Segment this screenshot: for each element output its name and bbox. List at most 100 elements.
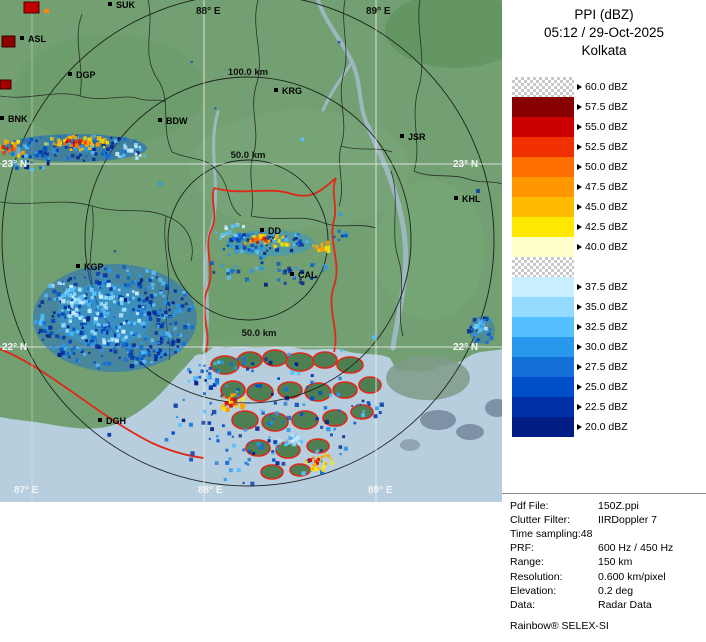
legend-swatch xyxy=(512,96,574,117)
legend-row: 30.0 dBZ xyxy=(512,336,706,357)
legend-swatch xyxy=(512,356,574,377)
station-label: ASL xyxy=(28,34,47,44)
station-marker xyxy=(400,134,404,138)
station-marker xyxy=(454,196,458,200)
legend-label: 40.0 dBZ xyxy=(577,241,628,253)
legend-label: 42.5 dBZ xyxy=(577,221,628,233)
legend-row: 57.5 dBZ xyxy=(512,96,706,117)
station-label: DGH xyxy=(106,416,126,426)
legend-row: 45.0 dBZ xyxy=(512,196,706,217)
brand-footer: Rainbow® SELEX-SI xyxy=(510,620,609,633)
grid-label: 88° E xyxy=(198,485,223,496)
legend-arrow-icon xyxy=(577,123,582,130)
grid-label: 89° E xyxy=(368,485,393,496)
radar-site-name: Kolkata xyxy=(581,43,627,59)
legend-row: 27.5 dBZ xyxy=(512,356,706,377)
product-title: PPI (dBZ) xyxy=(574,7,634,22)
legend-swatch xyxy=(512,216,574,237)
legend-row: 42.5 dBZ xyxy=(512,216,706,237)
metadata-row: Range: 150 km xyxy=(510,556,633,569)
legend-swatch xyxy=(512,416,574,437)
legend-arrow-icon xyxy=(577,223,582,230)
legend-arrow-icon xyxy=(577,423,582,430)
grid-labels: 88° E 89° E 23° N 22° N 23° N 22° N 87° E 88° E… xyxy=(2,6,478,496)
station-label: SUK xyxy=(116,0,136,10)
legend-row xyxy=(512,256,706,277)
legend-swatch xyxy=(512,156,574,177)
legend-swatch xyxy=(512,256,574,277)
grid-label: 23° N xyxy=(2,159,27,170)
station-marker xyxy=(158,118,162,122)
radar-map: 100.0 km 50.0 km 50.0 km 88° E 89° E 23° N 22… xyxy=(0,0,502,502)
legend-arrow-icon xyxy=(577,83,582,90)
legend-label: 30.0 dBZ xyxy=(577,341,628,353)
legend-row: 47.5 dBZ xyxy=(512,176,706,197)
dbz-color-legend: 60.0 dBZ 57.5 dBZ 55.0 dBZ 52.5 dBZ 50.0 dBZ… xyxy=(502,76,706,437)
legend-arrow-icon xyxy=(577,323,582,330)
station-label: BDW xyxy=(166,116,188,126)
legend-row: 50.0 dBZ xyxy=(512,156,706,177)
metadata-row: PRF: 600 Hz / 450 Hz xyxy=(510,542,674,555)
station-marker xyxy=(68,72,72,76)
range-ring-label: 50.0 km xyxy=(242,328,277,339)
product-datetime: 05:12 / 29-Oct-2025 xyxy=(543,25,665,41)
legend-label: 55.0 dBZ xyxy=(577,121,628,133)
grid-label: 89° E xyxy=(366,6,391,17)
red-boundaries xyxy=(0,177,338,459)
legend-label: 32.5 dBZ xyxy=(577,321,628,333)
grid-label: 87° E xyxy=(14,485,39,496)
latlon-grid xyxy=(0,0,502,502)
legend-swatch xyxy=(512,396,574,417)
legend-row: 55.0 dBZ xyxy=(512,116,706,137)
legend-label: 47.5 dBZ xyxy=(577,181,628,193)
legend-swatch xyxy=(512,176,574,197)
legend-row: 37.5 dBZ xyxy=(512,276,706,297)
grid-label: 88° E xyxy=(196,6,221,17)
legend-row: 35.0 dBZ xyxy=(512,296,706,317)
station-marker xyxy=(290,272,294,276)
station-marker xyxy=(20,36,24,40)
legend-row: 22.5 dBZ xyxy=(512,396,706,417)
legend-swatch xyxy=(512,236,574,257)
station-label: DD xyxy=(268,226,281,236)
legend-row: 25.0 dBZ xyxy=(512,376,706,397)
legend-label: 52.5 dBZ xyxy=(577,141,628,153)
station-marker xyxy=(76,264,80,268)
station-label: JSR xyxy=(408,132,426,142)
legend-swatch xyxy=(512,376,574,397)
legend-arrow-icon xyxy=(577,283,582,290)
legend-row: 60.0 dBZ xyxy=(512,76,706,97)
station-label: KRG xyxy=(282,86,302,96)
legend-arrow-icon xyxy=(577,363,582,370)
metadata-row: Elevation: 0.2 deg xyxy=(510,584,634,597)
legend-label: 37.5 dBZ xyxy=(577,281,628,293)
legend-arrow-icon xyxy=(577,383,582,390)
legend-label: 25.0 dBZ xyxy=(577,381,628,393)
metadata-row: Resolution: 0.600 km/pixel xyxy=(510,570,666,583)
station-label: KGP xyxy=(84,262,104,272)
legend-arrow-icon xyxy=(577,303,582,310)
grid-label: 22° N xyxy=(453,342,478,353)
legend-label: 45.0 dBZ xyxy=(577,201,628,213)
legend-label: 27.5 dBZ xyxy=(577,361,628,373)
legend-row: 20.0 dBZ xyxy=(512,416,706,437)
scan-metadata: Pdf File: 150Z.ppi Clutter Filter: IIRDoppl… xyxy=(502,492,706,613)
range-ring-label: 100.0 km xyxy=(228,67,268,78)
station-label: BNK xyxy=(8,114,28,124)
legend-arrow-icon xyxy=(577,183,582,190)
station-label: KHL xyxy=(462,194,481,204)
legend-arrow-icon xyxy=(577,203,582,210)
legend-arrow-icon xyxy=(577,103,582,110)
range-rings xyxy=(1,0,495,487)
legend-swatch xyxy=(512,276,574,297)
grid-label: 23° N xyxy=(453,159,478,170)
metadata-row: Data: Radar Data xyxy=(510,599,652,612)
legend-swatch xyxy=(512,316,574,337)
station-label: DGP xyxy=(76,70,96,80)
rivers xyxy=(201,0,409,352)
station-markers: SUK ASL DGP BNK BDW KRG JSR KHL DD CAL KGP DGH xyxy=(0,0,481,426)
station-marker xyxy=(0,116,4,120)
legend-label: 57.5 dBZ xyxy=(577,101,628,113)
legend-swatch xyxy=(512,136,574,157)
